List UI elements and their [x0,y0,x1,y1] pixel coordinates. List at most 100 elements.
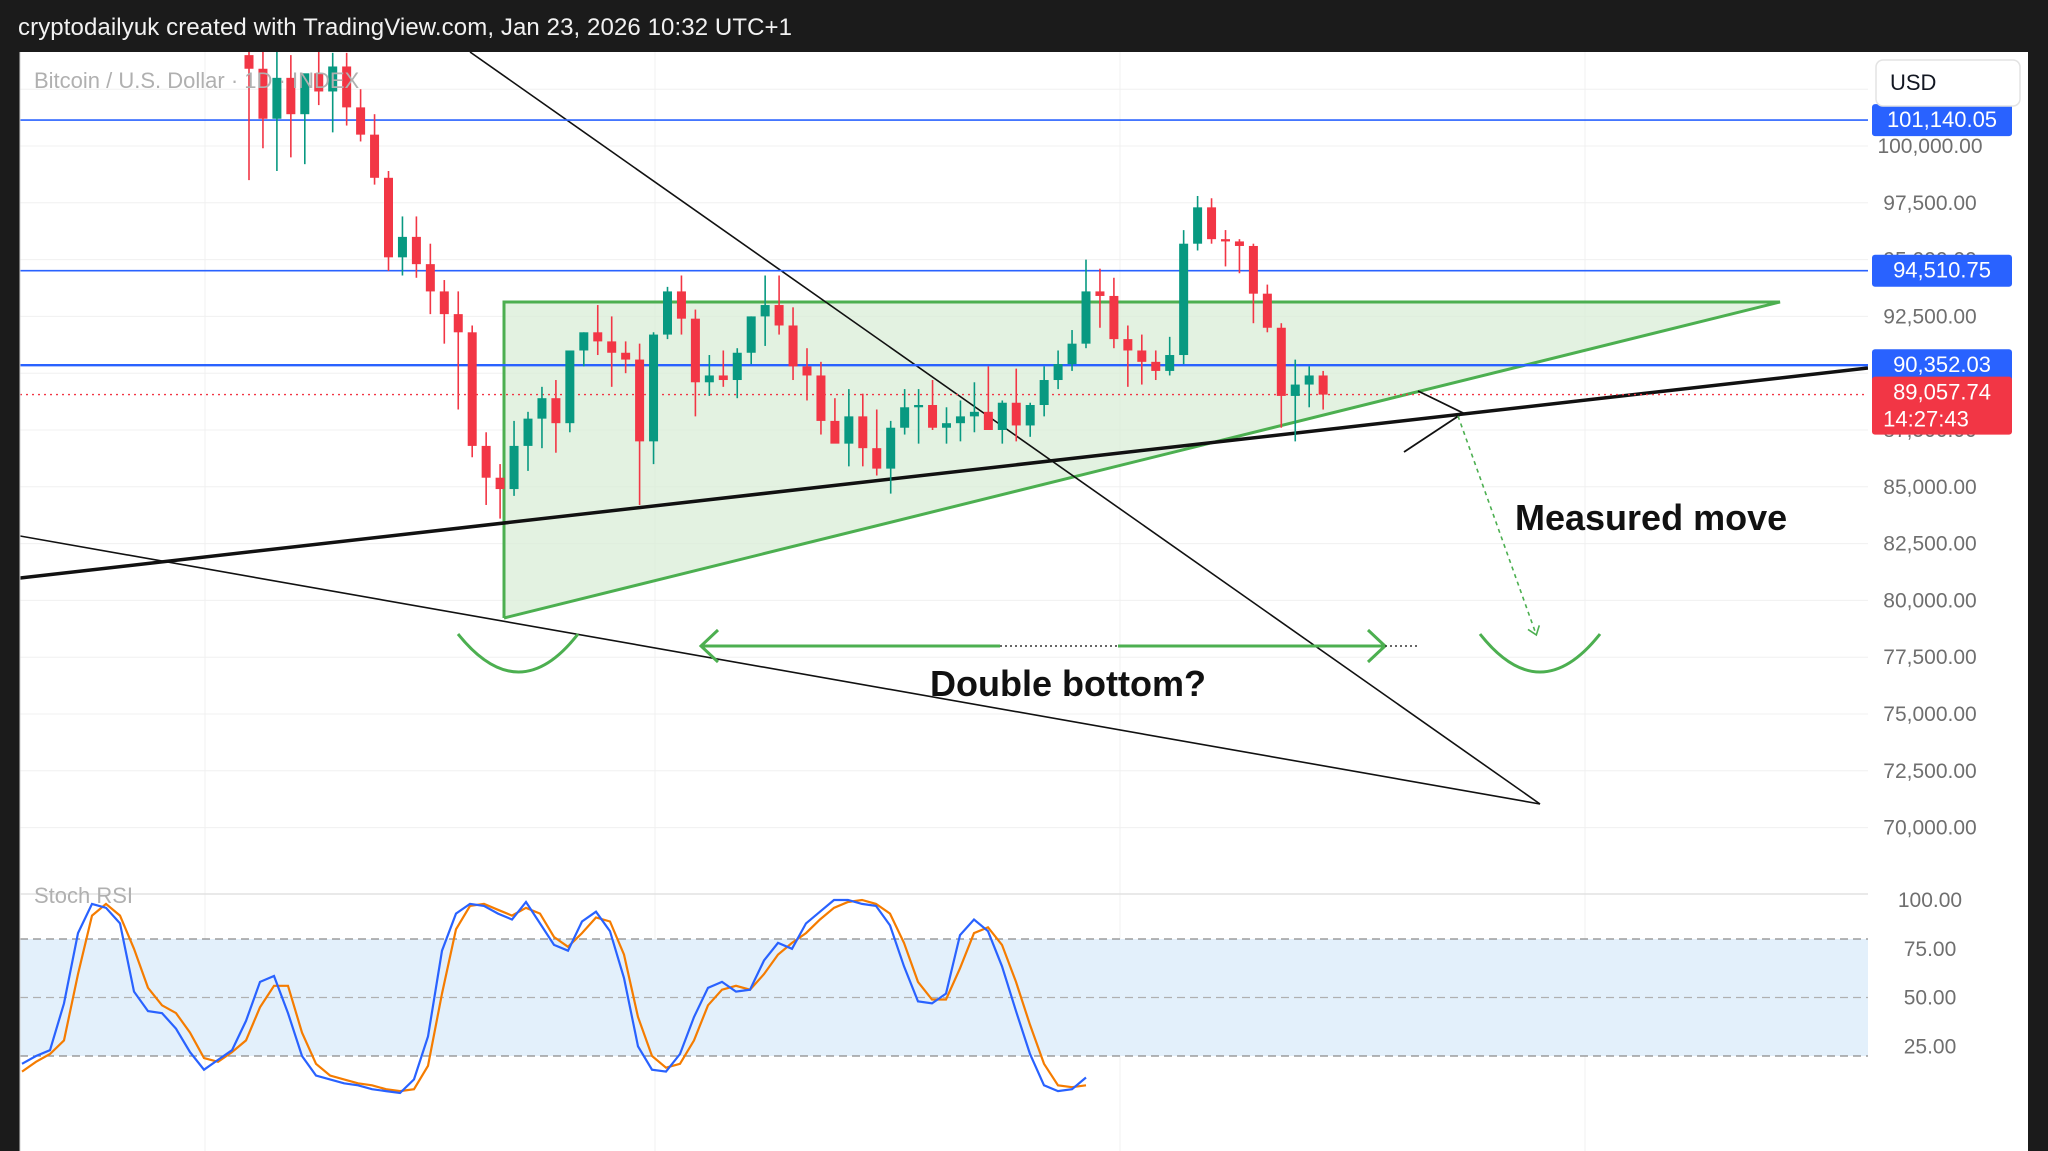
candle-body [244,55,254,69]
price-tick-label: 85,000.00 [1883,476,1976,499]
last-price-tag: 89,057.74 14:27:43 [1872,376,2012,435]
price-tag-94510-text: 94,510.75 [1893,258,1991,283]
bottom-arc-projected[interactable] [1478,633,1602,674]
candle-body [1109,295,1119,340]
candle-body [1179,243,1189,356]
candle-body [579,332,589,351]
symbol-label: Bitcoin / U.S. Dollar · 1D · INDEX [34,68,360,93]
candle-body [690,318,700,383]
candle-body [983,411,993,430]
candle-body [704,375,714,383]
candle-body [467,332,477,446]
candle-body [928,405,938,428]
candle-body [481,445,491,478]
price-tag-90352-text: 90,352.03 [1893,352,1991,377]
candle-body [551,398,561,424]
candle-body [509,445,519,490]
candle-body [425,264,435,292]
candle-body [1165,355,1175,371]
candle-body [356,107,366,135]
measured-move-arrow[interactable] [1457,415,1541,637]
candle-body [342,66,352,108]
candle-body [1011,402,1021,426]
candle-body [1318,375,1328,395]
candle-body [942,423,951,428]
candles-group [244,52,1328,519]
candle-body [314,73,324,92]
candle-body [593,332,603,342]
bottom-arc-left[interactable] [456,633,580,674]
candle-body [1290,384,1300,396]
stoch-d-line[interactable] [21,898,1087,1093]
candle-body [1039,380,1049,406]
candle-body [439,291,449,315]
ascending-triangle-outline[interactable] [502,300,1781,620]
rising-support-trendline[interactable] [20,366,1868,580]
price-tag-94510: 94,510.75 [1872,254,2012,287]
candle-body [1095,291,1105,296]
candle-body [886,427,896,469]
attribution-text: cryptodailyuk created with TradingView.c… [18,14,793,41]
candle-body [272,77,282,119]
price-tag-101140: 101,140.05 [1872,104,2012,137]
candle-body [774,305,784,326]
right-frame [2028,52,2048,1151]
countdown-text: 14:27:43 [1883,407,1969,432]
candle-body [1262,293,1272,328]
candle-body [1207,207,1217,240]
currency-button[interactable]: USD [1875,59,2021,107]
candle-body [607,341,617,353]
candle-body [286,77,296,115]
candle-body [914,405,924,408]
candle-body [844,416,854,444]
price-tick-label: 92,500.00 [1883,305,1976,328]
candle-body [1151,361,1161,371]
last-price-text: 89,057.74 [1893,380,1991,405]
candle-body [649,334,659,442]
candle-body [621,352,631,360]
price-tick-label: 100,000.00 [1877,135,1982,158]
candle-body [370,134,380,178]
candle-body [1234,241,1244,246]
price-tag-101140-text: 101,140.05 [1887,107,1997,132]
stoch-tick-label: 25.00 [1904,1035,1957,1058]
stoch-tick-label: 50.00 [1904,987,1957,1010]
candle-body [1123,339,1133,351]
candle-body [802,366,812,376]
candle-body [830,420,840,444]
price-tag-90352: 90,352.03 [1872,349,2012,382]
candle-body [663,291,672,335]
candle-body [1221,239,1230,242]
candle-body [676,291,686,319]
candle-body [537,398,547,419]
candle-body [900,407,910,428]
candle-body [300,73,310,115]
price-tick-label: 80,000.00 [1883,589,1976,612]
candle-body [411,236,421,265]
stoch-axis[interactable]: 100.00 75.00 50.00 25.00 [1898,889,1962,1058]
candle-body [1248,245,1258,294]
candle-body [816,375,826,421]
candle-body [258,68,268,119]
candle-body [872,448,882,469]
candle-body [384,177,393,258]
currency-button-label[interactable]: USD [1890,70,1936,95]
candle-body [788,325,798,367]
price-tick-label: 77,500.00 [1883,646,1976,669]
candle-body [1304,375,1314,385]
pennant-drawing[interactable] [1403,390,1465,453]
price-tick-label: 82,500.00 [1883,533,1976,556]
price-tick-label: 72,500.00 [1883,760,1976,783]
lower-trendline[interactable] [20,535,1541,805]
candle-body [495,477,505,490]
stoch-tick-label: 75.00 [1904,938,1957,961]
candle-body [997,402,1007,430]
candle-body [760,305,770,317]
candle-body [565,350,575,424]
indicator-label: Stoch RSI [34,883,133,908]
candle-body [955,416,965,424]
candle-body [746,316,756,353]
stoch-k-line[interactable] [21,898,1087,1095]
range-arrow-left-head [698,628,720,664]
